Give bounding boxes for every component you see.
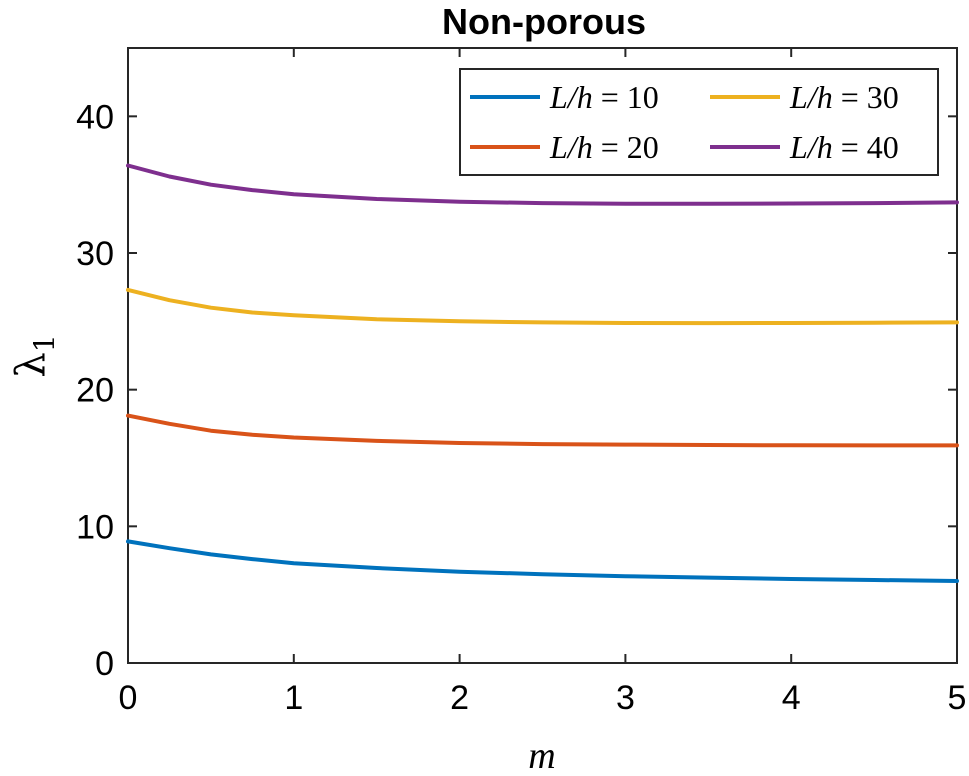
y-tick-label: 30 <box>76 235 114 273</box>
x-axis-label: m <box>528 735 555 776</box>
y-tick-label: 20 <box>76 372 114 410</box>
x-tick-label: 2 <box>450 679 469 717</box>
legend-entry-1: L/h = 10 <box>470 79 659 115</box>
y-tick-label: 0 <box>95 645 114 683</box>
axis-ticks: 0 1 2 3 4 5 0 10 20 30 40 <box>76 48 966 717</box>
plot-area-frame <box>127 47 958 664</box>
y-tick-label: 10 <box>76 508 114 546</box>
x-tick-label: 4 <box>782 679 801 717</box>
y-axis-label: λ1 <box>8 334 61 377</box>
legend-label: L/h = 40 <box>789 129 899 165</box>
series-lines <box>126 163 959 583</box>
x-tick-label: 1 <box>284 679 303 717</box>
legend: L/h = 10 L/h = 20 L/h = 30 L/h = 40 <box>459 68 939 176</box>
legend-label: L/h = 10 <box>549 79 659 115</box>
legend-entry-3: L/h = 30 <box>710 79 899 115</box>
y-tick-label: 40 <box>76 98 114 136</box>
svg-text:λ1: λ1 <box>8 334 61 377</box>
series-line-4 <box>126 163 959 206</box>
legend-entry-2: L/h = 20 <box>470 129 659 165</box>
legend-label: L/h = 30 <box>789 79 899 115</box>
x-tick-label: 5 <box>948 679 967 717</box>
series-line-2 <box>126 413 959 448</box>
chart-title: Non-porous <box>442 1 646 42</box>
x-tick-label: 0 <box>119 679 138 717</box>
x-tick-label: 3 <box>616 679 635 717</box>
legend-box <box>459 68 939 176</box>
legend-entry-4: L/h = 40 <box>710 129 899 165</box>
series-line-3 <box>126 287 959 326</box>
series-line-1 <box>126 539 959 583</box>
legend-label: L/h = 20 <box>549 129 659 165</box>
